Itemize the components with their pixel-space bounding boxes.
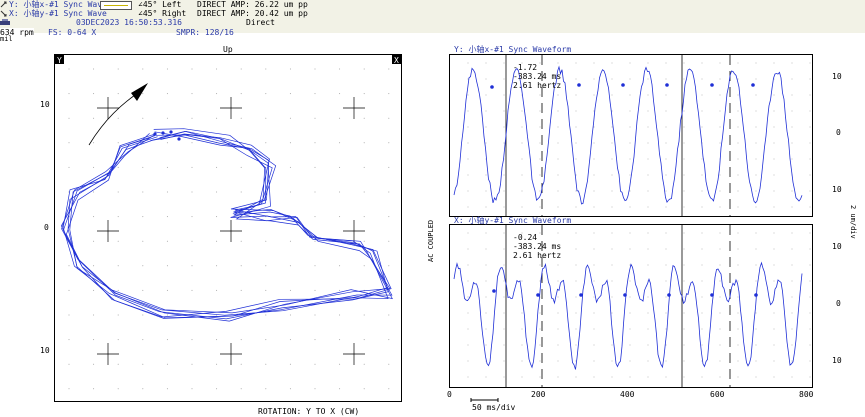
header-bar: Y: 小轴x-#1 Sync Wave X: 小轴y-#1 Sync Wave … xyxy=(0,0,865,33)
scale-label: 2 um/div xyxy=(849,205,857,239)
waveform-bottom-panel xyxy=(449,224,813,388)
channel-x-label: X: 小轴y-#1 Sync Wave xyxy=(9,9,107,18)
xtick-200: 200 xyxy=(531,390,546,399)
x-corner-label: X xyxy=(394,56,399,65)
waveform-top-ytick-bottom: 10 xyxy=(832,185,842,194)
orbit-canvas: Y X xyxy=(55,55,401,390)
direct-amp-x: DIRECT AMP: 20.42 um pp xyxy=(197,9,308,18)
probe-x-icon xyxy=(0,10,7,17)
channel-y-label: Y: 小轴x-#1 Sync Wave xyxy=(9,0,107,9)
probe-y-icon xyxy=(0,1,7,8)
orbit-keyphasor-dot xyxy=(161,131,165,135)
orbit-keyphasor-dot xyxy=(177,137,181,141)
waveform-bottom-readout-time: -383.24 ms xyxy=(513,242,562,251)
rotation-label: ROTATION: Y TO X (CW) xyxy=(258,407,360,416)
orbit-trace-line xyxy=(61,130,391,322)
mode-label: Direct xyxy=(246,18,275,27)
waveform-keyphasor-dot xyxy=(492,289,496,293)
orbit-trace-line xyxy=(69,134,389,319)
waveform-keyphasor-dot xyxy=(577,83,581,87)
waveform-keyphasor-dot xyxy=(754,293,758,297)
waveform-keyphasor-dot xyxy=(579,293,583,297)
unit-label: mil xyxy=(0,35,13,43)
waveform-keyphasor-dot xyxy=(667,293,671,297)
orbit-trace-line xyxy=(66,133,388,316)
rpm-label: 634 rpm xyxy=(0,28,34,37)
xtick-0: 0 xyxy=(447,390,452,399)
waveform-keyphasor-dot xyxy=(621,83,625,87)
waveform-top-title: Y: 小轴x-#1 Sync Waveform xyxy=(454,45,572,54)
y-corner-label: Y xyxy=(57,56,62,65)
timestamp: 03DEC2023 16:50:53.316 xyxy=(76,18,182,27)
waveform-top-panel xyxy=(449,54,813,217)
orbit-ytick-top: 10 xyxy=(40,100,50,109)
rotation-arrow-icon xyxy=(88,83,148,146)
waveform-keyphasor-dot xyxy=(490,85,494,89)
waveform-trace xyxy=(453,261,803,370)
waveform-top-ytick-top: 10 xyxy=(832,72,842,81)
orbit-grid xyxy=(68,68,390,390)
orbit-ytick-bottom: 10 xyxy=(40,346,50,355)
waveform-top-readout-freq: 2.61 hertz xyxy=(513,81,562,90)
legend-swatch xyxy=(100,1,132,10)
xtick-600: 600 xyxy=(710,390,725,399)
scale-bar-label: 50 ms/div xyxy=(472,403,516,412)
machine-icon xyxy=(0,19,10,25)
orbit-trace-line xyxy=(67,131,393,314)
ac-coupled-label: AC COUPLED xyxy=(427,219,435,262)
scale-bar xyxy=(470,398,499,402)
xtick-400: 400 xyxy=(620,390,635,399)
smpr-label: SMPR: 128/16 xyxy=(176,28,234,37)
waveform-bottom-title: X: 小轴y-#1 Sync Waveform xyxy=(454,216,572,225)
direct-amp-y: DIRECT AMP: 26.22 um pp xyxy=(197,0,308,9)
waveform-keyphasor-dot xyxy=(665,83,669,87)
waveform-top-readout-time: -383.24 ms xyxy=(513,72,562,81)
angle-left: ∠45° Left xyxy=(138,0,182,9)
waveform-bottom-readout-freq: 2.61 hertz xyxy=(513,251,562,260)
fs-label: FS: 0-64 X xyxy=(48,28,97,37)
orbit-trace-line xyxy=(63,128,389,320)
waveform-top-readout-value: -1.72 xyxy=(513,63,538,72)
waveform-keyphasor-dot xyxy=(751,83,755,87)
waveform-bottom-ytick-top: 10 xyxy=(832,242,842,251)
waveform-top-canvas xyxy=(453,55,811,216)
waveform-bottom-readout-value: -0.24 xyxy=(513,233,538,242)
up-label: Up xyxy=(223,45,233,54)
waveform-keyphasor-dot xyxy=(536,293,540,297)
orbit-trace-line xyxy=(62,130,393,319)
orbit-trace xyxy=(60,128,393,322)
waveform-keyphasor-dot xyxy=(710,83,714,87)
orbit-keyphasor-dot xyxy=(153,132,157,136)
waveform-bottom-canvas xyxy=(453,225,811,387)
waveform-top-ytick-mid: 0 xyxy=(836,128,841,137)
waveform-trace xyxy=(453,65,803,205)
waveform-keyphasor-dot xyxy=(710,293,714,297)
waveform-keyphasor-dot xyxy=(623,293,627,297)
xtick-800: 800 xyxy=(799,390,814,399)
angle-right: ∠45° Right xyxy=(138,9,187,18)
waveform-bottom-ytick-bottom: 10 xyxy=(832,356,842,365)
waveform-bottom-ytick-mid: 0 xyxy=(836,299,841,308)
orbit-keyphasor-dot xyxy=(169,130,173,134)
orbit-ytick-mid: 0 xyxy=(44,223,49,232)
orbit-plot: Y X xyxy=(54,54,402,402)
